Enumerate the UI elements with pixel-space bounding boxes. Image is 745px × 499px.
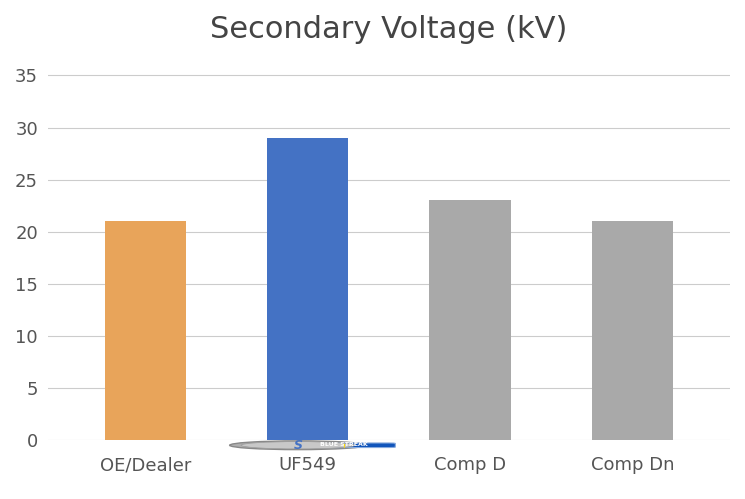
Text: !: ! bbox=[342, 444, 345, 449]
Bar bbox=[104, 222, 186, 440]
Circle shape bbox=[229, 441, 366, 450]
Title: Secondary Voltage (kV): Secondary Voltage (kV) bbox=[210, 15, 568, 44]
FancyBboxPatch shape bbox=[291, 443, 396, 448]
Bar bbox=[592, 222, 673, 440]
Text: S: S bbox=[294, 439, 302, 452]
Text: BLUE STREAK: BLUE STREAK bbox=[320, 442, 367, 447]
Circle shape bbox=[241, 442, 355, 449]
Bar bbox=[267, 138, 348, 440]
Bar bbox=[429, 201, 510, 440]
